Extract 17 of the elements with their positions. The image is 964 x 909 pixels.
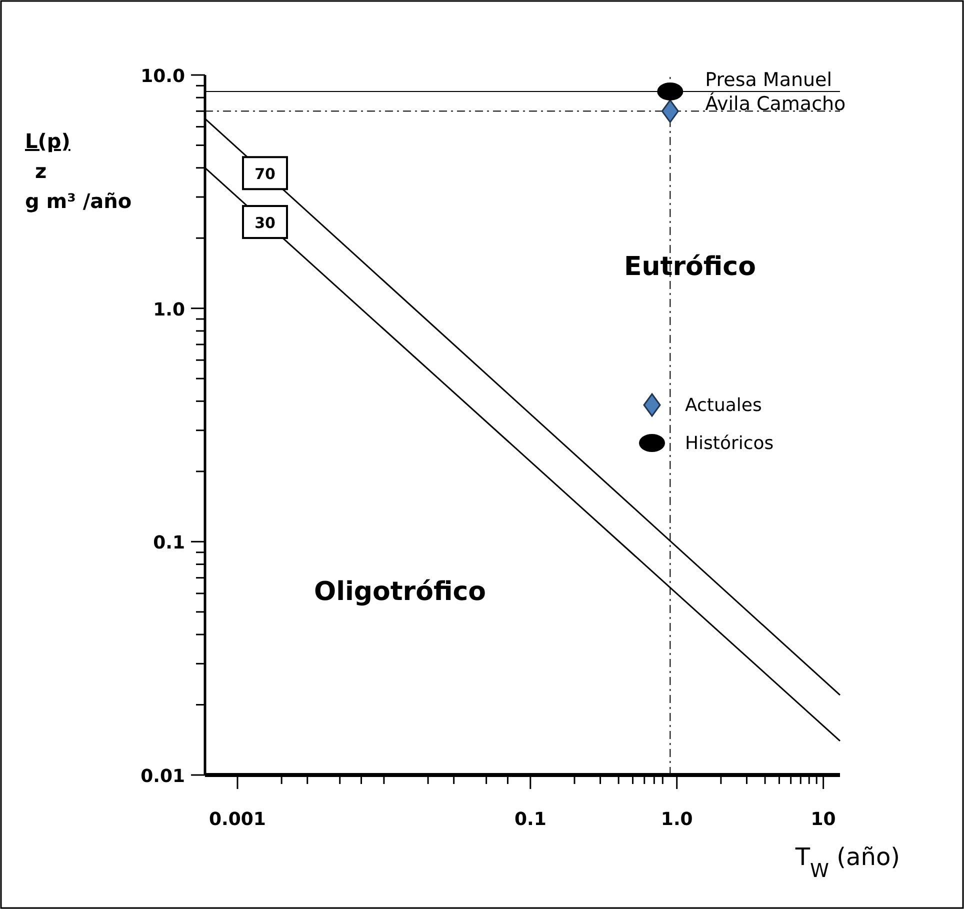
y-tick-label: 10.0 bbox=[140, 66, 185, 87]
y-tick-label: 0.1 bbox=[153, 532, 185, 554]
series-label: 30 bbox=[254, 214, 276, 232]
x-axis-title: T$_{W}$ (año) bbox=[794, 843, 900, 882]
x-tick-label: 0.001 bbox=[209, 809, 266, 830]
legend-label: Actuales bbox=[685, 395, 762, 416]
series-label: 70 bbox=[254, 165, 276, 184]
x-tick-label: 1.0 bbox=[660, 809, 693, 830]
annotation: Eutrófico bbox=[624, 252, 756, 282]
annotation: Presa Manuel Ávila Camacho bbox=[705, 69, 846, 115]
y-tick-label: 1.0 bbox=[153, 299, 185, 320]
y-tick-label: 0.01 bbox=[140, 766, 185, 787]
x-tick-label: 0.1 bbox=[514, 809, 546, 830]
x-tick-label: 10 bbox=[810, 809, 836, 830]
annotation: Oligotrófico bbox=[314, 577, 486, 607]
legend-label: Históricos bbox=[685, 433, 774, 454]
y-axis-title: L(p) z g m³ /año bbox=[25, 129, 132, 213]
